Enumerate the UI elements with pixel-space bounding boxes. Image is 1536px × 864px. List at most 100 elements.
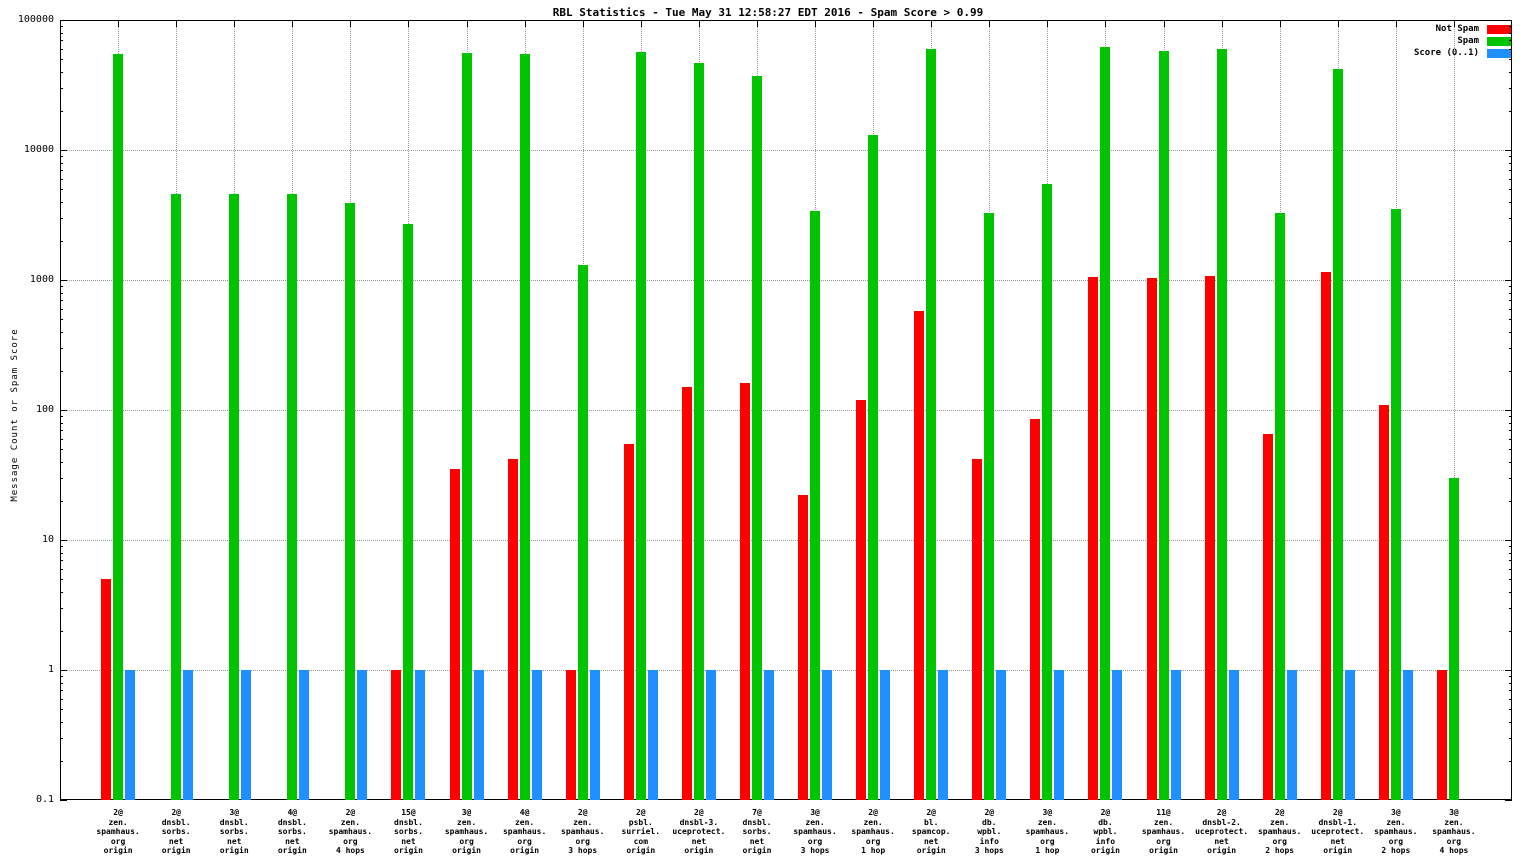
y-minor-tick xyxy=(60,430,63,432)
y-minor-tick xyxy=(1509,178,1512,180)
y-minor-tick xyxy=(60,155,63,157)
y-minor-tick xyxy=(60,347,63,349)
x-category-label-line: bl. xyxy=(923,817,939,827)
y-minor-tick xyxy=(1509,682,1512,684)
x-category-label-line: spamhaus. xyxy=(1025,827,1070,836)
bar-not-spam xyxy=(1146,278,1157,800)
x-category-label-line: origin xyxy=(1090,846,1120,855)
bar-not-spam xyxy=(972,458,983,800)
y-minor-tick xyxy=(60,201,63,203)
bar-not-spam xyxy=(1262,434,1273,800)
y-minor-tick xyxy=(1509,300,1512,302)
y-major-tick xyxy=(1505,670,1512,671)
x-tick xyxy=(1105,20,1107,27)
bar-score-0-1- xyxy=(415,670,426,800)
bar-not-spam xyxy=(856,399,867,800)
bar-score-0-1- xyxy=(473,670,484,800)
bar-spam xyxy=(1274,212,1285,800)
bar-spam xyxy=(868,135,879,800)
y-minor-tick xyxy=(1509,721,1512,723)
legend-swatch xyxy=(1487,36,1512,46)
x-category-label-line: org xyxy=(343,836,358,846)
x-category-label-line: org xyxy=(1388,836,1404,846)
y-minor-tick xyxy=(1509,675,1512,677)
x-category-label: 2@ dnsbl-2. uceprotect. net origin xyxy=(1182,808,1262,856)
y-major-tick xyxy=(60,410,67,411)
x-category-label-line: 4 hops xyxy=(1439,846,1469,855)
x-category-label: 3@ zen. spamhaus. org 3 hops xyxy=(775,808,855,856)
x-category-label-line: 3@ xyxy=(1391,808,1401,817)
x-category-label-line: origin xyxy=(1207,846,1237,855)
x-category-label-line: net xyxy=(749,836,765,846)
x-category-label-line: org xyxy=(865,836,881,846)
y-minor-tick xyxy=(60,48,63,50)
x-category-label-line: zen. xyxy=(514,817,535,827)
y-major-tick xyxy=(1505,410,1512,411)
bar-not-spam xyxy=(1204,275,1215,800)
x-category-label-line: psbl. xyxy=(628,817,653,827)
y-minor-tick xyxy=(1509,449,1512,451)
y-tick-label: 1 xyxy=(47,664,54,675)
bar-spam xyxy=(171,193,182,800)
bar-not-spam xyxy=(681,387,692,800)
x-category-label: 2@ zen. spamhaus. org origin xyxy=(78,808,158,856)
bar-not-spam xyxy=(565,670,576,800)
x-tick xyxy=(1395,20,1397,27)
y-major-tick xyxy=(60,20,67,21)
x-tick xyxy=(118,20,120,27)
y-minor-tick xyxy=(1509,217,1512,219)
y-minor-tick xyxy=(60,415,63,417)
bar-not-spam xyxy=(739,383,750,800)
y-minor-tick xyxy=(60,477,63,479)
x-tick xyxy=(1453,20,1455,27)
y-minor-tick xyxy=(1509,709,1512,711)
x-category-label-line: dnsbl-1. xyxy=(1318,817,1358,827)
y-minor-tick xyxy=(1509,430,1512,432)
y-minor-tick xyxy=(1509,630,1512,632)
y-minor-tick xyxy=(1509,607,1512,609)
x-category-label-line: net xyxy=(923,836,939,846)
legend-label: Spam xyxy=(1457,36,1479,46)
bar-score-0-1- xyxy=(1402,670,1413,800)
bar-not-spam xyxy=(1088,277,1099,800)
bar-spam xyxy=(1390,209,1401,800)
y-major-tick xyxy=(1505,280,1512,281)
y-major-tick xyxy=(60,150,67,151)
x-category-label-line: 15@ xyxy=(401,808,416,817)
y-minor-tick xyxy=(1509,25,1512,27)
x-category-label: 4@ dnsbl. sorbs. net origin xyxy=(252,808,332,856)
y-major-tick xyxy=(1505,540,1512,541)
x-category-label-line: 3 hops xyxy=(800,846,830,855)
bar-spam xyxy=(1158,50,1169,800)
y-minor-tick xyxy=(1509,552,1512,554)
x-category-label-line: spamhaus. xyxy=(444,827,489,836)
y-tick-label: 100000 xyxy=(17,14,54,25)
x-tick xyxy=(1279,20,1281,27)
x-tick xyxy=(234,20,236,27)
bar-score-0-1- xyxy=(1344,670,1355,800)
x-category-label-line: origin xyxy=(161,846,191,855)
chart-legend: Not Spam Spam Score (0..1) xyxy=(1414,24,1512,58)
y-minor-tick xyxy=(60,370,63,372)
x-category-label: 3@ zen. spamhaus. org 4 hops xyxy=(1414,808,1494,856)
x-tick xyxy=(815,20,817,27)
bar-score-0-1- xyxy=(938,670,949,800)
bar-score-0-1- xyxy=(705,670,716,800)
x-category-label-line: net xyxy=(285,836,300,846)
x-category-label: 2@ dnsbl-3. uceprotect. net origin xyxy=(659,808,739,856)
x-category-label: 15@ dnsbl. sorbs. net origin xyxy=(368,808,448,856)
x-category-label-line: sorbs. xyxy=(742,827,772,836)
y-minor-tick xyxy=(1509,568,1512,570)
bar-spam xyxy=(1216,48,1227,800)
x-category-label-line: origin xyxy=(1323,846,1353,855)
x-category-label-line: spamhaus. xyxy=(96,827,140,836)
x-category-label-line: 2@ xyxy=(1100,808,1111,817)
y-minor-tick xyxy=(60,59,63,61)
x-tick xyxy=(350,20,352,27)
v-gridline xyxy=(1453,20,1455,800)
y-minor-tick xyxy=(1509,560,1512,562)
bar-not-spam xyxy=(449,469,460,800)
x-category-label-line: net xyxy=(227,836,242,846)
x-category-label-line: dnsbl-3. xyxy=(679,817,719,827)
